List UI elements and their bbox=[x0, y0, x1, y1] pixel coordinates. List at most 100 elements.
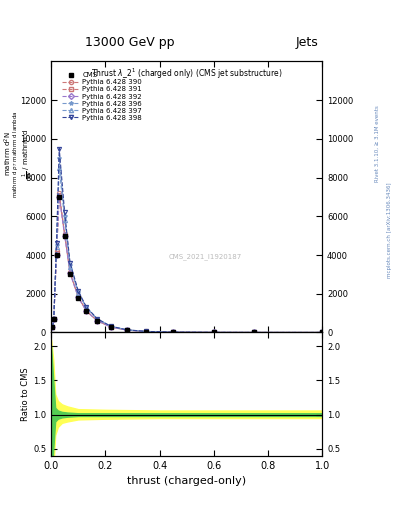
Pythia 6.428 396 bbox=[252, 329, 257, 335]
Pythia 6.428 390 bbox=[144, 328, 149, 334]
Pythia 6.428 397 bbox=[57, 165, 62, 171]
Pythia 6.428 392 bbox=[108, 324, 113, 330]
Line: Pythia 6.428 392: Pythia 6.428 392 bbox=[50, 195, 324, 334]
Text: mathrm d$^2$N: mathrm d$^2$N bbox=[2, 132, 13, 176]
Pythia 6.428 398 bbox=[62, 209, 67, 216]
Pythia 6.428 390 bbox=[320, 329, 325, 335]
Pythia 6.428 392 bbox=[50, 324, 55, 330]
Pythia 6.428 392 bbox=[68, 270, 72, 276]
CMS bbox=[108, 324, 113, 330]
Pythia 6.428 397 bbox=[171, 329, 175, 335]
Pythia 6.428 390 bbox=[76, 293, 81, 300]
Pythia 6.428 398 bbox=[84, 304, 89, 310]
Pythia 6.428 398 bbox=[57, 145, 62, 152]
Pythia 6.428 391 bbox=[62, 231, 67, 238]
Pythia 6.428 396 bbox=[51, 316, 56, 322]
Pythia 6.428 391 bbox=[320, 329, 325, 335]
Pythia 6.428 392 bbox=[252, 329, 257, 335]
X-axis label: thrust (charged-only): thrust (charged-only) bbox=[127, 476, 246, 486]
Pythia 6.428 391 bbox=[76, 294, 81, 300]
CMS bbox=[68, 271, 72, 278]
Text: mathrm d $p_T$ mathrm d lambda: mathrm d $p_T$ mathrm d lambda bbox=[11, 110, 20, 198]
Pythia 6.428 398 bbox=[68, 260, 72, 266]
Pythia 6.428 397 bbox=[62, 217, 67, 223]
CMS bbox=[50, 324, 55, 330]
Pythia 6.428 397 bbox=[320, 329, 325, 335]
Pythia 6.428 391 bbox=[144, 328, 149, 334]
Pythia 6.428 398 bbox=[51, 316, 56, 322]
Pythia 6.428 391 bbox=[68, 270, 72, 276]
Pythia 6.428 391 bbox=[54, 250, 59, 256]
Pythia 6.428 396 bbox=[76, 289, 81, 295]
Pythia 6.428 398 bbox=[95, 316, 99, 322]
Text: $\frac{1}{\mathrm{d}N}$ / mathrm d: $\frac{1}{\mathrm{d}N}$ / mathrm d bbox=[20, 129, 35, 179]
Pythia 6.428 390 bbox=[252, 329, 257, 335]
Pythia 6.428 397 bbox=[68, 264, 72, 270]
Pythia 6.428 397 bbox=[252, 329, 257, 335]
CMS bbox=[252, 329, 257, 335]
Pythia 6.428 397 bbox=[211, 329, 216, 335]
Pythia 6.428 390 bbox=[57, 190, 62, 196]
Pythia 6.428 397 bbox=[50, 324, 55, 330]
Text: 13000 GeV pp: 13000 GeV pp bbox=[85, 36, 174, 49]
Pythia 6.428 398 bbox=[252, 329, 257, 335]
Pythia 6.428 390 bbox=[54, 248, 59, 254]
Pythia 6.428 392 bbox=[62, 232, 67, 239]
Pythia 6.428 390 bbox=[68, 269, 72, 275]
Pythia 6.428 396 bbox=[50, 324, 55, 330]
Pythia 6.428 391 bbox=[125, 327, 129, 333]
Pythia 6.428 397 bbox=[51, 316, 56, 322]
Pythia 6.428 391 bbox=[51, 316, 56, 322]
Pythia 6.428 398 bbox=[171, 329, 175, 335]
Line: Pythia 6.428 391: Pythia 6.428 391 bbox=[50, 193, 324, 334]
Pythia 6.428 390 bbox=[125, 327, 129, 333]
CMS bbox=[144, 328, 149, 334]
Pythia 6.428 391 bbox=[84, 308, 89, 314]
Line: Pythia 6.428 398: Pythia 6.428 398 bbox=[50, 146, 324, 334]
Pythia 6.428 392 bbox=[125, 327, 129, 333]
Pythia 6.428 397 bbox=[84, 305, 89, 311]
Pythia 6.428 398 bbox=[211, 329, 216, 335]
Line: Pythia 6.428 397: Pythia 6.428 397 bbox=[50, 166, 324, 334]
Pythia 6.428 390 bbox=[51, 316, 56, 322]
Pythia 6.428 391 bbox=[171, 329, 175, 335]
Pythia 6.428 398 bbox=[144, 328, 149, 334]
Pythia 6.428 392 bbox=[76, 294, 81, 301]
Text: Jets: Jets bbox=[296, 36, 318, 49]
Pythia 6.428 397 bbox=[125, 327, 129, 333]
CMS bbox=[211, 329, 216, 335]
Pythia 6.428 398 bbox=[76, 288, 81, 294]
Pythia 6.428 397 bbox=[144, 328, 149, 334]
Text: Rivet 3.1.10, ≥ 3.1M events: Rivet 3.1.10, ≥ 3.1M events bbox=[375, 105, 380, 182]
Text: CMS_2021_I1920187: CMS_2021_I1920187 bbox=[169, 253, 242, 260]
CMS bbox=[51, 316, 56, 322]
Text: mcplots.cern.ch [arXiv:1306.3436]: mcplots.cern.ch [arXiv:1306.3436] bbox=[387, 183, 391, 278]
Pythia 6.428 390 bbox=[50, 324, 55, 330]
CMS bbox=[320, 329, 325, 335]
Pythia 6.428 397 bbox=[108, 323, 113, 329]
Pythia 6.428 391 bbox=[57, 192, 62, 198]
Pythia 6.428 391 bbox=[211, 329, 216, 335]
Pythia 6.428 391 bbox=[252, 329, 257, 335]
Pythia 6.428 390 bbox=[108, 324, 113, 330]
Pythia 6.428 396 bbox=[68, 262, 72, 268]
Pythia 6.428 392 bbox=[54, 252, 59, 258]
Pythia 6.428 392 bbox=[320, 329, 325, 335]
Pythia 6.428 398 bbox=[54, 240, 59, 246]
CMS bbox=[171, 329, 175, 335]
Text: Thrust $\lambda\_2^1$ (charged only) (CMS jet substructure): Thrust $\lambda\_2^1$ (charged only) (CM… bbox=[91, 67, 283, 81]
CMS bbox=[125, 327, 129, 333]
Pythia 6.428 396 bbox=[171, 329, 175, 335]
Pythia 6.428 390 bbox=[211, 329, 216, 335]
Pythia 6.428 390 bbox=[171, 329, 175, 335]
Pythia 6.428 391 bbox=[108, 324, 113, 330]
Pythia 6.428 390 bbox=[62, 231, 67, 237]
CMS bbox=[84, 308, 89, 314]
Pythia 6.428 398 bbox=[320, 329, 325, 335]
Pythia 6.428 391 bbox=[95, 317, 99, 324]
Pythia 6.428 396 bbox=[108, 323, 113, 329]
Y-axis label: Ratio to CMS: Ratio to CMS bbox=[21, 367, 30, 421]
CMS bbox=[95, 318, 99, 324]
Pythia 6.428 396 bbox=[144, 328, 149, 334]
Pythia 6.428 396 bbox=[125, 327, 129, 333]
